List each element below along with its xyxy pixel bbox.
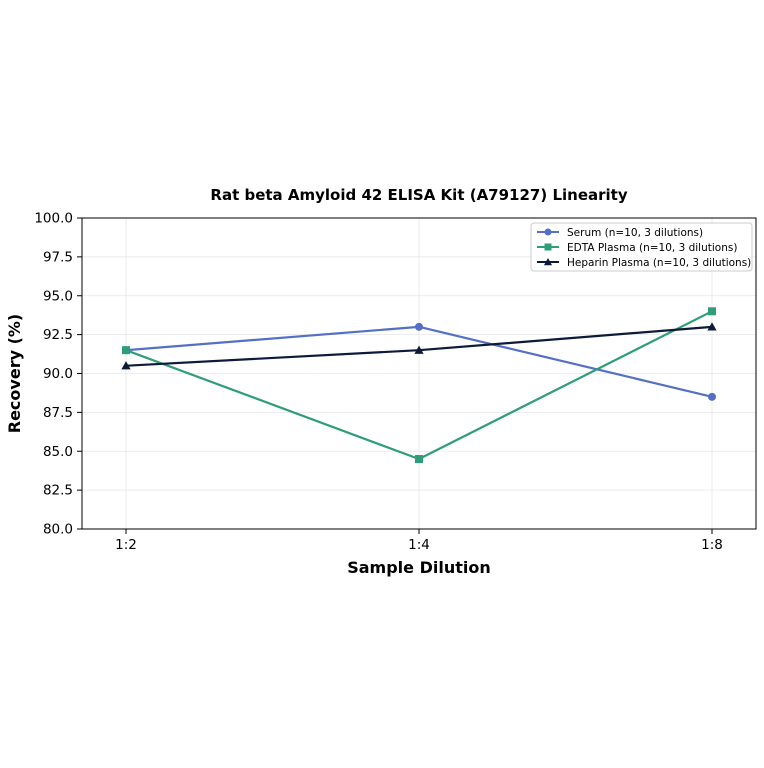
y-tick-label: 90.0: [43, 366, 73, 382]
series-layer: [121, 307, 717, 464]
data-point-marker: [708, 392, 716, 401]
x-tick-label: 1:8: [701, 537, 723, 553]
y-tick-label: 92.5: [43, 327, 73, 343]
data-point-marker: [414, 345, 424, 354]
legend-item: Heparin Plasma (n=10, 3 dilutions): [537, 257, 751, 269]
series-2: [122, 307, 716, 464]
data-point-marker: [415, 455, 423, 464]
data-point-marker: [122, 346, 130, 355]
y-tick-label: 100.0: [34, 211, 73, 227]
y-tick-label: 85.0: [43, 444, 73, 460]
series-3: [121, 322, 717, 370]
legend-marker: [543, 257, 553, 266]
y-tick-label: 80.0: [43, 522, 73, 538]
axes: 80.0 82.5 85.0 87.5 90.0 92.5 95.0 97.5 100.0 1:2…: [34, 211, 723, 554]
data-point-marker: [415, 322, 423, 331]
y-tick-label: 87.5: [43, 405, 73, 421]
legend-item: EDTA Plasma (n=10, 3 dilutions): [537, 242, 737, 254]
x-tick-label: 1:4: [408, 537, 430, 553]
data-point-marker: [121, 361, 131, 370]
legend-label: Heparin Plasma (n=10, 3 dilutions): [567, 257, 751, 269]
legend: Serum (n=10, 3 dilutions) EDTA Plasma (n=…: [530, 222, 753, 272]
y-tick-label: 82.5: [43, 483, 73, 499]
legend-marker: [544, 228, 552, 236]
data-point-marker: [708, 307, 716, 316]
y-axis-title: Recovery (%): [5, 314, 24, 433]
legend-item: Serum (n=10, 3 dilutions): [537, 227, 703, 239]
legend-marker: [544, 243, 552, 251]
y-tick-label: 97.5: [43, 249, 73, 265]
legend-box: [530, 222, 753, 272]
chart-title: Rat beta Amyloid 42 ELISA Kit (A79127) L…: [210, 186, 627, 204]
y-tick-label: 95.0: [43, 288, 73, 304]
x-axis-title: Sample Dilution: [347, 558, 491, 577]
x-tick-label: 1:2: [115, 537, 137, 553]
legend-label: EDTA Plasma (n=10, 3 dilutions): [567, 242, 737, 254]
data-point-marker: [707, 322, 717, 331]
legend-label: Serum (n=10, 3 dilutions): [567, 227, 703, 239]
